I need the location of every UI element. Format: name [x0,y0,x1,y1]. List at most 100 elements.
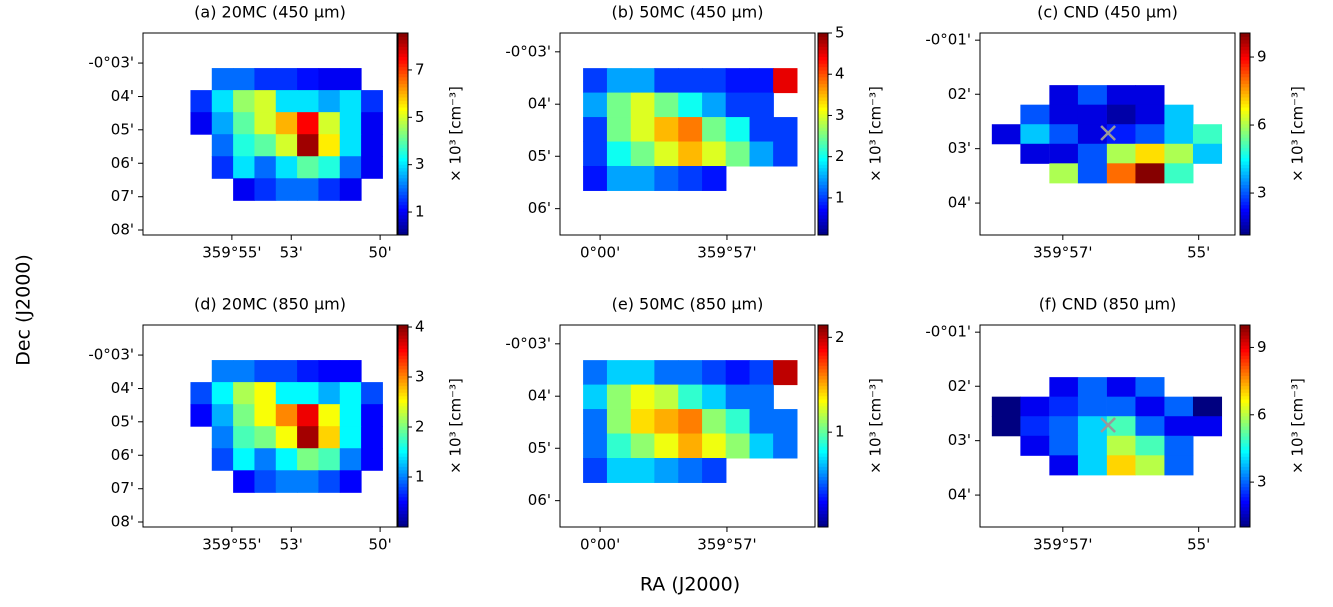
colorbar-step [398,503,408,508]
colorbar-step [818,130,828,135]
colorbar-step [398,208,408,212]
heatmap-cell [1077,396,1107,417]
x-tick-label: 53' [280,536,303,554]
colorbar-step [1240,86,1250,91]
heatmap-cell [702,433,727,459]
y-tick-label: 03' [948,139,971,157]
colorbar-step [818,493,828,498]
colorbar-step [1240,184,1250,189]
colorbar-step [398,137,408,142]
heatmap-cell [654,165,679,191]
heatmap-cell [583,433,608,459]
colorbar-step [1240,204,1250,209]
colorbar-step [398,83,408,88]
heatmap-cell [361,426,383,449]
heatmap-cell [1049,124,1079,145]
heatmap-cell [991,396,1021,417]
colorbar-step [398,73,408,78]
colorbar-step [818,107,828,111]
heatmap-cell [254,112,277,135]
colorbar-step [1240,123,1250,128]
heatmap-cell [678,409,703,435]
heatmap-cell [361,156,383,179]
colorbar-step [398,187,408,192]
heatmap-cell [1049,104,1079,125]
colorbar-step [1240,439,1250,444]
colorbar-step [818,164,828,169]
heatmap-cell [233,178,255,201]
colorbar-step [1240,348,1250,353]
y-tick-label: 05' [111,120,134,138]
heatmap-cell [275,426,298,449]
heatmap-cell [991,124,1021,145]
heatmap-cell [275,470,298,493]
colorbar-step [1240,385,1250,390]
colorbar-step [1240,117,1250,122]
colorbar-step [1240,90,1250,95]
colorbar-step [398,493,408,498]
plot-frame [142,32,398,236]
colorbar-step [1240,120,1250,125]
colorbar-step [818,415,828,420]
heatmap-cell [654,360,679,386]
colorbar-step [398,66,408,71]
colorbar-step [1240,154,1250,159]
colorbar-step [398,43,408,47]
colorbar-step [818,140,828,145]
colorbar-step [818,388,828,393]
plot-frame [559,324,816,528]
heatmap-cell [1020,124,1050,145]
heatmap-cell [275,404,298,427]
colorbar-tick-label: 6 [1257,405,1267,423]
heatmap-cell [702,68,727,94]
colorbar-step [818,500,828,504]
colorbar-step [1240,174,1250,179]
heatmap-cell [1164,416,1194,437]
heatmap-cell [1077,416,1107,437]
y-tick-label: 04' [528,95,551,113]
heatmap-cell [233,90,255,113]
colorbar-step [398,463,408,467]
y-tick-label: 04' [111,379,134,397]
colorbar-step [398,157,408,162]
colorbar-step [1240,160,1250,165]
heatmap-cell [233,382,255,405]
heatmap-cell [702,117,727,143]
heatmap-cell [233,134,255,157]
colorbar-step [1240,53,1250,58]
colorbar-step [818,469,828,474]
colorbar-step [818,187,828,192]
colorbar-frame [817,324,829,528]
colorbar-step [818,402,828,407]
colorbar-step [398,110,408,115]
heatmap-cell [1049,143,1079,164]
colorbar-step [1240,375,1250,380]
colorbar-step [1240,110,1250,115]
marker [1100,125,1116,141]
colorbar-step [1240,368,1250,373]
heatmap-cell [275,178,298,201]
heatmap-cell [297,178,319,201]
colorbar-step [398,328,408,333]
heatmap-cell [583,384,608,410]
heatmap-cell [339,470,362,493]
heatmap-cell [254,382,277,405]
colorbar-step [818,409,828,414]
colorbar-step [1240,171,1250,175]
y-axis-label: Dec (J2000) [13,254,35,366]
heatmap-cell [254,68,277,91]
colorbar-step [818,378,828,383]
colorbar-step [1240,473,1250,477]
colorbar-step [818,429,828,434]
colorbar-step [1240,388,1250,393]
y-tick-label: -0°03' [505,334,551,352]
colorbar-step [398,103,408,108]
colorbar-step [818,160,828,165]
colorbar-step [818,355,828,360]
colorbar-step [1240,506,1250,511]
colorbar-step [1240,415,1250,420]
colorbar-label: × 10³ [cm⁻³] [867,86,885,182]
colorbar-step [818,137,828,142]
colorbar-step [1240,463,1250,467]
colorbar-step [398,496,408,501]
